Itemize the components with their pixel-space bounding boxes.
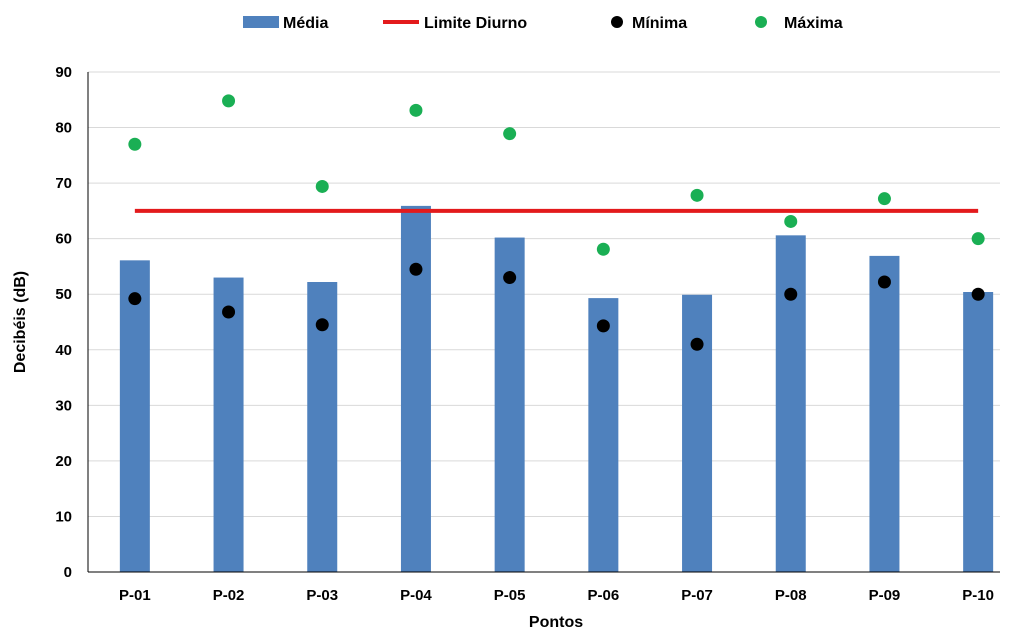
legend-label: Mínima (632, 15, 687, 32)
point-minima-p-01 (128, 292, 142, 306)
point-maxima-p-03 (315, 179, 329, 193)
x-tick-label: P-01 (119, 587, 151, 604)
point-maxima-p-10 (971, 232, 985, 246)
bar-p-10 (963, 292, 994, 572)
point-minima-p-10 (971, 287, 985, 301)
y-tick-label: 50 (55, 286, 72, 303)
point-maxima-p-02 (222, 94, 236, 108)
legend-item-limite-diurno: Limite Diurno (383, 15, 527, 32)
legend-item-media: Média (243, 15, 328, 32)
point-maxima-p-04 (409, 103, 423, 117)
y-tick-label: 10 (55, 508, 72, 525)
bar-p-07 (682, 294, 713, 572)
bar-p-02 (213, 277, 244, 572)
y-tick-label: 80 (55, 120, 72, 137)
y-tick-label: 40 (55, 342, 72, 359)
y-tick-label: 90 (55, 64, 72, 81)
y-tick-label: 70 (55, 175, 72, 192)
bar-p-04 (400, 205, 431, 572)
point-maxima-p-01 (128, 137, 142, 151)
y-tick-label: 0 (64, 564, 72, 581)
legend-swatch (611, 16, 623, 28)
point-minima-p-05 (503, 271, 517, 285)
point-minima-p-04 (409, 262, 423, 276)
x-tick-label: P-10 (962, 587, 994, 604)
point-minima-p-03 (315, 318, 329, 332)
x-axis-title: Pontos (529, 614, 583, 631)
point-maxima-p-05 (503, 127, 517, 141)
legend-swatch (243, 16, 279, 28)
point-maxima-p-08 (784, 214, 798, 228)
bar-p-09 (869, 255, 900, 572)
x-tick-label: P-09 (869, 587, 901, 604)
bar-p-01 (119, 260, 150, 572)
x-tick-label: P-08 (775, 587, 807, 604)
x-tick-label: P-03 (306, 587, 338, 604)
point-maxima-p-06 (596, 242, 610, 256)
bar-p-06 (588, 298, 619, 572)
y-tick-label: 30 (55, 397, 72, 414)
legend-item-maxima: Máxima (755, 15, 843, 32)
scatter-series (128, 94, 985, 351)
legend-label: Média (283, 15, 328, 32)
legend-swatch (755, 16, 767, 28)
x-tick-label: P-07 (681, 587, 713, 604)
bar-p-08 (775, 235, 806, 573)
x-tick-label: P-05 (494, 587, 526, 604)
legend: Média Limite Diurno Mínima Máxima (243, 15, 843, 32)
bar-series-media (119, 205, 994, 573)
legend-label: Máxima (784, 15, 843, 32)
point-minima-p-08 (784, 287, 798, 301)
y-tick-label: 60 (55, 231, 72, 248)
bar-p-05 (494, 237, 525, 573)
point-maxima-p-07 (690, 188, 704, 202)
point-minima-p-07 (690, 337, 704, 351)
point-minima-p-02 (222, 305, 236, 319)
point-maxima-p-09 (877, 192, 891, 206)
x-tick-label: P-04 (400, 587, 432, 604)
point-minima-p-09 (877, 275, 891, 289)
legend-item-minima: Mínima (611, 15, 687, 32)
x-tick-label: P-06 (588, 587, 620, 604)
legend-label: Limite Diurno (424, 15, 527, 32)
axes: 0 10 20 30 40 50 60 70 80 90 P-01 P-02 P-03 P-04 P-05 P… (55, 64, 1000, 604)
y-tick-label: 20 (55, 453, 72, 470)
x-tick-label: P-02 (213, 587, 245, 604)
y-axis-title: Decibéis (dB) (12, 271, 29, 373)
point-minima-p-06 (596, 319, 610, 333)
